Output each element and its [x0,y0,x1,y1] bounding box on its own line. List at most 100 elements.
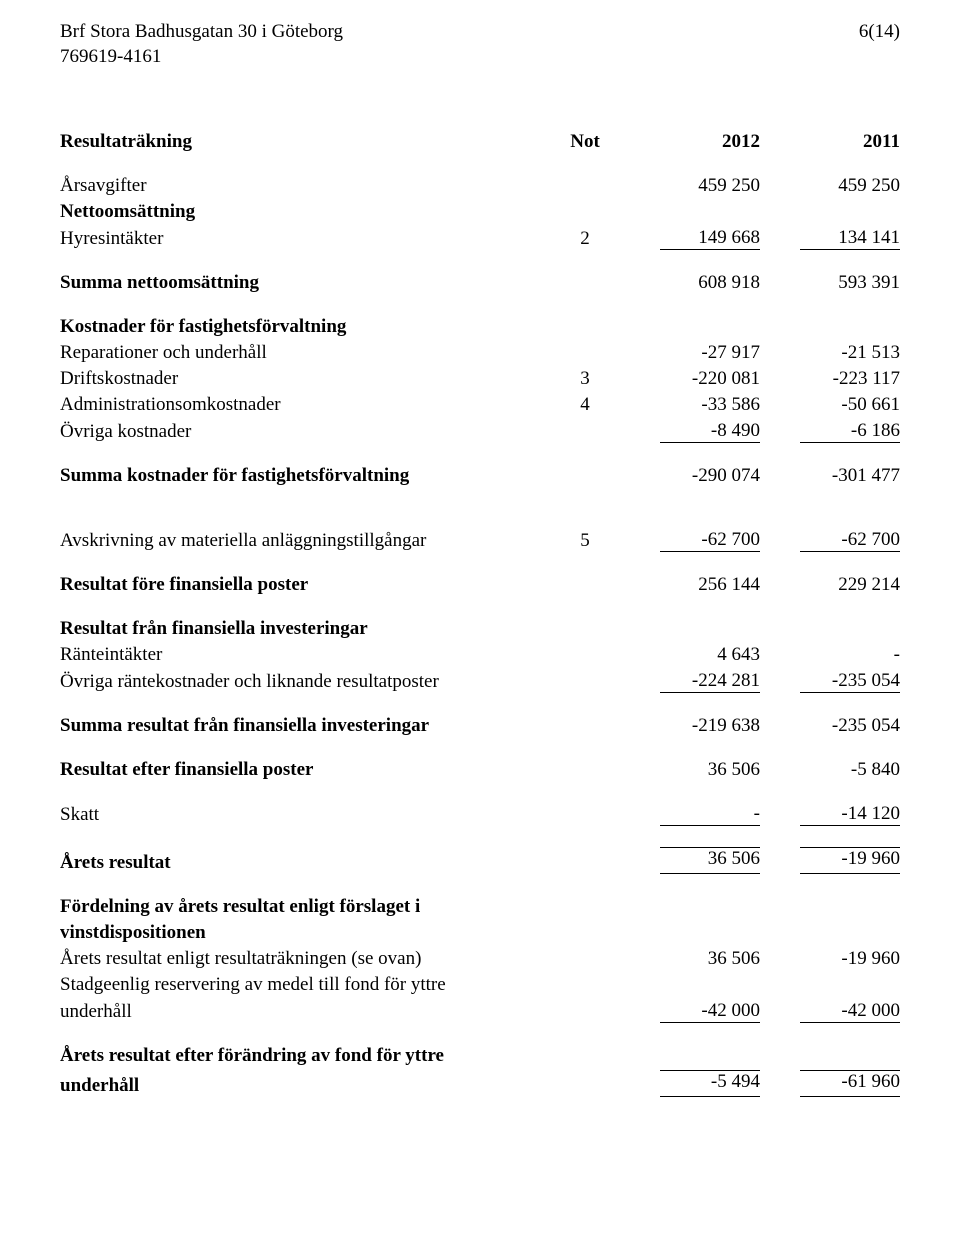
table-row: Nettoomsättning [60,199,900,225]
table-row: Övriga kostnader -8 490 -6 186 [60,418,900,445]
table-row: Reparationer och underhåll -27 917 -21 5… [60,340,900,366]
row-y1: -33 586 [620,392,760,418]
row-label: Årets resultat enligt resultaträkningen … [60,946,550,972]
table-row: Summa resultat från finansiella invester… [60,713,900,739]
table-row: Summa kostnader för fastighetsförvaltnin… [60,463,900,489]
row-y2: -42 000 [800,1000,900,1023]
row-y1: -290 074 [620,463,760,489]
row-label: Årets resultat efter förändring av fond … [60,1043,550,1069]
table-row: Resultat efter finansiella poster 36 506… [60,757,900,783]
row-y2: -50 661 [760,392,900,418]
row-y2: -235 054 [800,670,900,693]
table-row: Årets resultat 36 506 -19 960 [60,846,900,876]
row-y2: -223 117 [760,366,900,392]
table-row: Hyresintäkter 2 149 668 134 141 [60,225,900,252]
org-number: 769619-4161 [60,45,343,70]
table-row: Övriga räntekostnader och liknande resul… [60,668,900,695]
table-row: Kostnader för fastighetsförvaltning [60,314,900,340]
table-row: Ränteintäkter 4 643 - [60,642,900,668]
row-y1: -42 000 [660,1000,760,1023]
row-y2: 459 250 [760,173,900,199]
statement-title: Resultaträkning [60,129,550,155]
row-label: underhåll [60,1069,550,1099]
row-label: vinstdispositionen [60,920,550,946]
row-note: 3 [550,366,620,392]
row-y1: -62 700 [660,529,760,552]
income-statement-table: Resultaträkning Not 2012 2011 Årsavgifte… [60,129,900,1099]
col-hdr-y1: 2012 [620,129,760,155]
row-y2: 134 141 [800,227,900,250]
table-row: Avskrivning av materiella anläggningstil… [60,527,900,554]
row-y2: -301 477 [760,463,900,489]
table-row: Administrationsomkostnader 4 -33 586 -50… [60,392,900,418]
table-row: underhåll -5 494 -61 960 [60,1069,900,1099]
row-y2: -19 960 [760,946,900,972]
row-note: 4 [550,392,620,418]
row-label: Resultat från finansiella investeringar [60,616,550,642]
row-y2: -21 513 [760,340,900,366]
row-y1: -224 281 [660,670,760,693]
row-y2: -19 960 [800,848,900,874]
row-label: Övriga kostnader [60,418,550,445]
table-row: Stadgeenlig reservering av medel till fo… [60,972,900,998]
row-label: Skatt [60,801,550,828]
row-label: Övriga räntekostnader och liknande resul… [60,668,550,695]
table-row: Fördelning av årets resultat enligt förs… [60,894,900,920]
row-y1: - [660,803,760,826]
row-label: Stadgeenlig reservering av medel till fo… [60,972,550,998]
row-y1: 256 144 [620,572,760,598]
table-row: Årsavgifter 459 250 459 250 [60,173,900,199]
table-row: Resultat från finansiella investeringar [60,616,900,642]
page-number: 6(14) [859,20,900,69]
row-label: Avskrivning av materiella anläggningstil… [60,527,550,554]
row-y2: -6 186 [800,420,900,443]
header-left: Brf Stora Badhusgatan 30 i Göteborg 7696… [60,20,343,69]
table-row: Skatt - -14 120 [60,801,900,828]
row-y1: -220 081 [620,366,760,392]
row-y1: 36 506 [620,757,760,783]
row-label: Administrationsomkostnader [60,392,550,418]
row-label: Nettoomsättning [60,199,550,225]
org-name: Brf Stora Badhusgatan 30 i Göteborg [60,20,343,45]
row-label: Resultat efter finansiella poster [60,757,550,783]
row-y2: -61 960 [800,1071,900,1097]
row-y1: 36 506 [620,946,760,972]
row-label: Resultat före finansiella poster [60,572,550,598]
row-label: Summa kostnader för fastighetsförvaltnin… [60,463,550,489]
row-label: Reparationer och underhåll [60,340,550,366]
row-label: Hyresintäkter [60,225,550,252]
col-hdr-y2: 2011 [760,129,900,155]
document-header: Brf Stora Badhusgatan 30 i Göteborg 7696… [60,20,900,69]
row-label: Ränteintäkter [60,642,550,668]
row-y2: 229 214 [760,572,900,598]
row-y2: 593 391 [760,270,900,296]
row-note: 5 [550,527,620,554]
row-label: Driftskostnader [60,366,550,392]
row-label: Årsavgifter [60,173,550,199]
row-y1: -219 638 [620,713,760,739]
row-label: Kostnader för fastighetsförvaltning [60,314,550,340]
row-label: Årets resultat [60,846,550,876]
page: Brf Stora Badhusgatan 30 i Göteborg 7696… [0,0,960,1247]
row-y2: -62 700 [800,529,900,552]
row-label: underhåll [60,998,550,1025]
row-y1: 149 668 [660,227,760,250]
table-row: vinstdispositionen [60,920,900,946]
table-row: Resultat före finansiella poster 256 144… [60,572,900,598]
row-y1: 4 643 [620,642,760,668]
table-row: underhåll -42 000 -42 000 [60,998,900,1025]
row-y1: 608 918 [620,270,760,296]
row-y1: -27 917 [620,340,760,366]
table-row: Årets resultat enligt resultaträkningen … [60,946,900,972]
col-hdr-note: Not [550,129,620,155]
row-label: Fördelning av årets resultat enligt förs… [60,894,550,920]
table-row: Summa nettoomsättning 608 918 593 391 [60,270,900,296]
table-row: Årets resultat efter förändring av fond … [60,1043,900,1069]
row-y1: 36 506 [660,848,760,874]
row-note: 2 [550,225,620,252]
row-y2: -14 120 [800,803,900,826]
row-y1: -8 490 [660,420,760,443]
row-y2: -235 054 [760,713,900,739]
row-label: Summa resultat från finansiella invester… [60,713,550,739]
row-y1: 459 250 [620,173,760,199]
